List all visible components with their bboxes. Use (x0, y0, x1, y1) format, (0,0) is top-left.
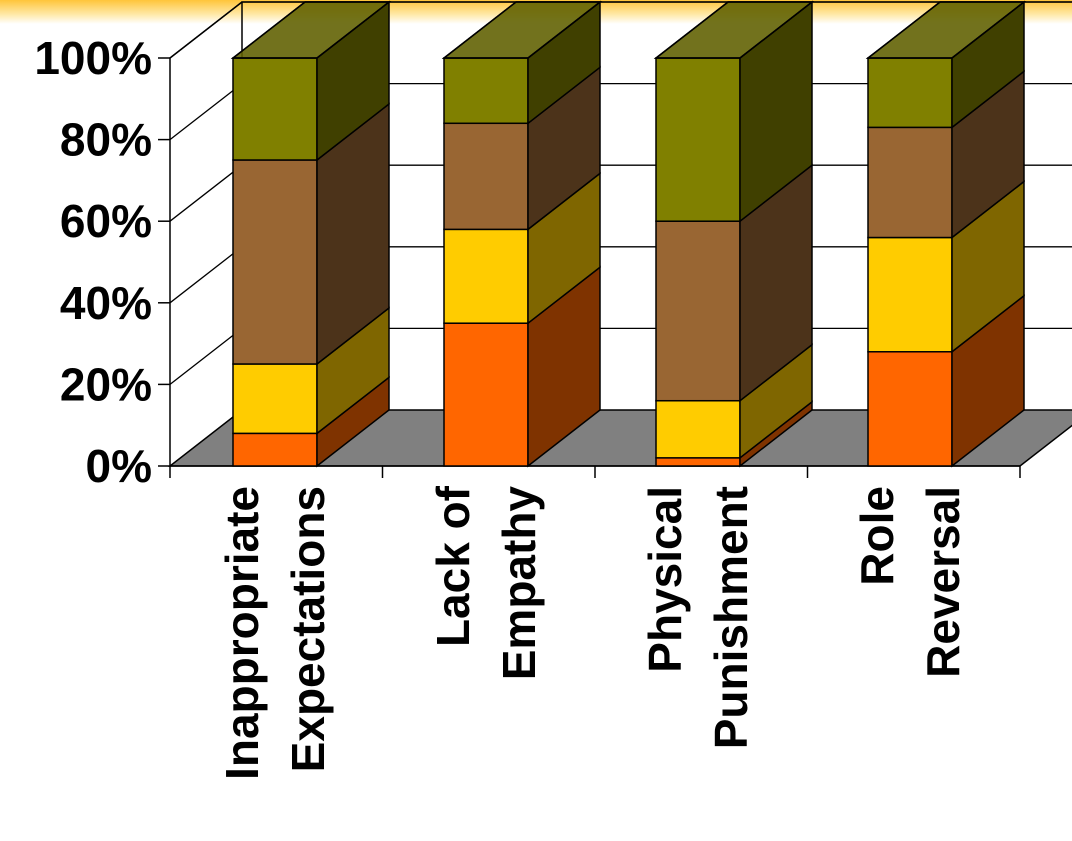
category-label: Punishment (705, 486, 757, 749)
category-label: Empathy (493, 486, 545, 681)
y-tick-label: 100% (34, 32, 152, 84)
bar-segment (655, 399, 741, 459)
bar-segment (867, 57, 953, 129)
bar-segment (232, 57, 318, 161)
bar-segment (655, 457, 741, 467)
gridline-side (169, 83, 243, 141)
bar-stack (653, 0, 815, 468)
category-label: Lack of (427, 485, 479, 647)
bar-segment (232, 363, 318, 435)
category-label: Physical (639, 486, 691, 673)
category-label: Expectations (282, 486, 334, 772)
bar-top-shade (441, 1, 603, 59)
side-wall (169, 1, 243, 466)
bars (230, 0, 1027, 468)
bar-top-shade (653, 1, 815, 59)
y-tick-label: 40% (60, 277, 152, 329)
bar-segment (443, 57, 529, 125)
bar-top-shade (865, 1, 1027, 59)
y-tick-labels: 0% 20% 40% 60% 80% 100% (34, 32, 152, 492)
category-label: Role (851, 486, 903, 586)
bar-stack (865, 0, 1027, 468)
category-label: Reversal (917, 486, 969, 678)
bar-segment (443, 228, 529, 324)
bar-segment (655, 220, 741, 402)
bar-segment (867, 351, 953, 467)
bar-stack (230, 0, 392, 468)
y-tick-label: 60% (60, 195, 152, 247)
bar-top-shade (230, 1, 392, 59)
bar-segment (655, 57, 741, 222)
bar-segment (867, 236, 953, 353)
gridline-side (169, 246, 243, 304)
y-tick-label: 20% (60, 358, 152, 410)
bar-segment (443, 322, 529, 467)
bar-segment (232, 432, 318, 467)
gridline-side (169, 164, 243, 222)
bar-segment (232, 159, 318, 365)
category-label: Inappropriate (216, 486, 268, 780)
y-tick-label: 0% (86, 440, 152, 492)
gridline-side (169, 1, 243, 59)
bar-stack (441, 0, 603, 468)
bar-segment (443, 122, 529, 231)
bar-segment (867, 126, 953, 239)
gridline-side (169, 327, 243, 385)
y-tick-label: 80% (60, 114, 152, 166)
category-labels: Inappropriate Expectations Lack of Empathy P… (216, 485, 969, 780)
